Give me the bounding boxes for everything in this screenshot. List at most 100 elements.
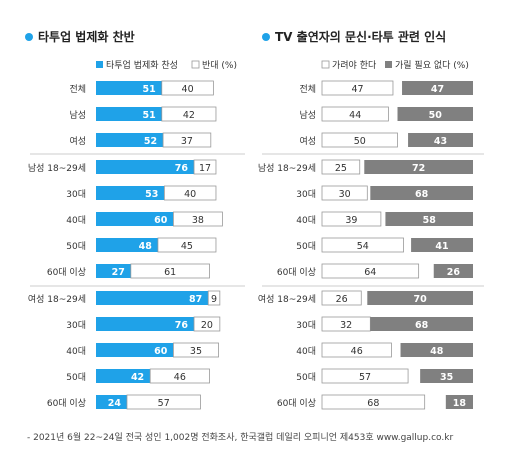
value-label-cover: 64 [364,267,376,278]
value-label-cover: 54 [357,241,369,252]
category-label: 30대 [296,320,316,331]
bar-cover [321,106,389,122]
value-label-nocover: 26 [447,267,461,278]
chart1-title: 타투업 법제화 찬반 [38,29,135,44]
category-label: 30대 [296,189,316,200]
bar-nocover [445,395,473,409]
bar-oppose [157,237,217,253]
value-label-cover: 57 [359,372,371,383]
bar-nocover [420,369,473,383]
value-label-support: 51 [143,110,156,121]
category-label: 남성 [299,110,316,121]
value-label-cover: 47 [351,84,363,95]
value-label-support: 76 [175,320,189,331]
value-label-oppose: 40 [182,84,194,95]
bar-cover [321,132,398,148]
value-label-cover: 32 [340,320,352,331]
category-label: 50대 [296,241,316,252]
category-label: 여성 18~29세 [28,293,86,305]
legend-label-support: 타투업 법제화 찬성 [106,60,178,71]
value-label-support: 87 [189,294,202,305]
bar-support [96,317,195,331]
category-label: 30대 [66,189,86,200]
value-label-oppose: 57 [158,398,170,409]
value-label-nocover: 35 [440,372,453,383]
value-label-nocover: 70 [414,294,428,305]
value-label-oppose: 20 [201,320,213,331]
value-label-cover: 68 [367,398,379,409]
category-label: 60대 이상 [47,267,86,278]
bar-support [96,81,162,95]
category-label: 40대 [66,215,86,226]
value-label-support: 51 [143,84,156,95]
value-label-oppose: 17 [199,163,211,174]
bar-cover [321,263,420,279]
chart2-plot: 전체 47 47 남성 44 50 여성 50 43 남성 18~29세 25 72 30대 30 68 40… [258,80,473,410]
title-bullet-icon [262,33,270,41]
bar-oppose [193,159,217,175]
title-bullet-icon [25,33,33,41]
value-label-oppose: 46 [174,372,186,383]
value-label-support: 76 [175,163,189,174]
value-label-support: 60 [154,346,168,357]
value-label-nocover: 48 [430,346,444,357]
bar-nocover [402,81,473,95]
legend-swatch-oppose [191,60,200,69]
category-label: 60대 이상 [277,398,316,409]
chart2-title: TV 출연자의 문신·타투 관련 인식 [275,29,446,44]
bar-nocover [400,343,473,357]
category-label: 남성 18~29세 [258,163,316,174]
bar-cover [321,159,361,175]
bar-nocover [408,133,473,147]
value-label-cover: 46 [351,346,363,357]
value-label-oppose: 38 [192,215,204,226]
bar-support [96,133,164,147]
value-label-oppose: 37 [181,136,193,147]
value-label-cover: 50 [354,136,366,147]
value-label-nocover: 47 [431,84,444,95]
bar-support [96,264,131,278]
bar-nocover [411,238,473,252]
value-label-oppose: 45 [181,241,193,252]
category-label: 여성 18~29세 [258,293,316,305]
value-label-nocover: 50 [429,110,443,121]
value-label-support: 60 [154,215,168,226]
bar-oppose [172,211,223,227]
value-label-support: 27 [112,267,125,278]
footnote: - 2021년 6월 22~24일 전국 성인 1,002명 전화조사, 한국갤… [27,431,453,443]
category-label: 남성 [69,110,86,121]
bar-nocover [370,317,473,331]
bar-nocover [364,160,473,174]
value-label-support: 24 [108,398,122,409]
chart1-plot: 전체 51 40 남성 51 42 여성 52 37 남성 18~29세 76 17 30대 53 40 40… [28,80,223,410]
value-label-nocover: 68 [415,320,429,331]
category-label: 여성 [69,135,86,147]
bar-support [96,160,195,174]
value-label-nocover: 58 [423,215,437,226]
value-label-cover: 44 [349,110,361,121]
category-label: 전체 [299,84,316,95]
value-label-oppose: 9 [211,294,217,305]
category-label: 60대 이상 [277,267,316,278]
bar-cover [321,185,368,201]
bar-oppose [163,185,217,201]
category-label: 50대 [66,241,86,252]
bar-oppose [207,290,221,306]
bar-oppose [161,106,217,122]
bar-nocover [397,107,473,121]
bar-cover [321,290,362,306]
bar-cover [321,394,426,410]
bar-support [96,212,174,226]
bar-oppose [126,394,201,410]
bar-nocover [385,212,473,226]
bar-support [96,395,127,409]
bar-cover [321,237,404,253]
legend-swatch-support [96,61,103,68]
legend-swatch-cover [321,60,330,69]
legend-label-nocover: 가릴 필요 없다 (%) [395,59,469,71]
bar-nocover [367,291,473,305]
category-label: 40대 [66,346,86,357]
legend-label-oppose: 반대 (%) [202,60,237,71]
bar-cover [321,342,392,358]
